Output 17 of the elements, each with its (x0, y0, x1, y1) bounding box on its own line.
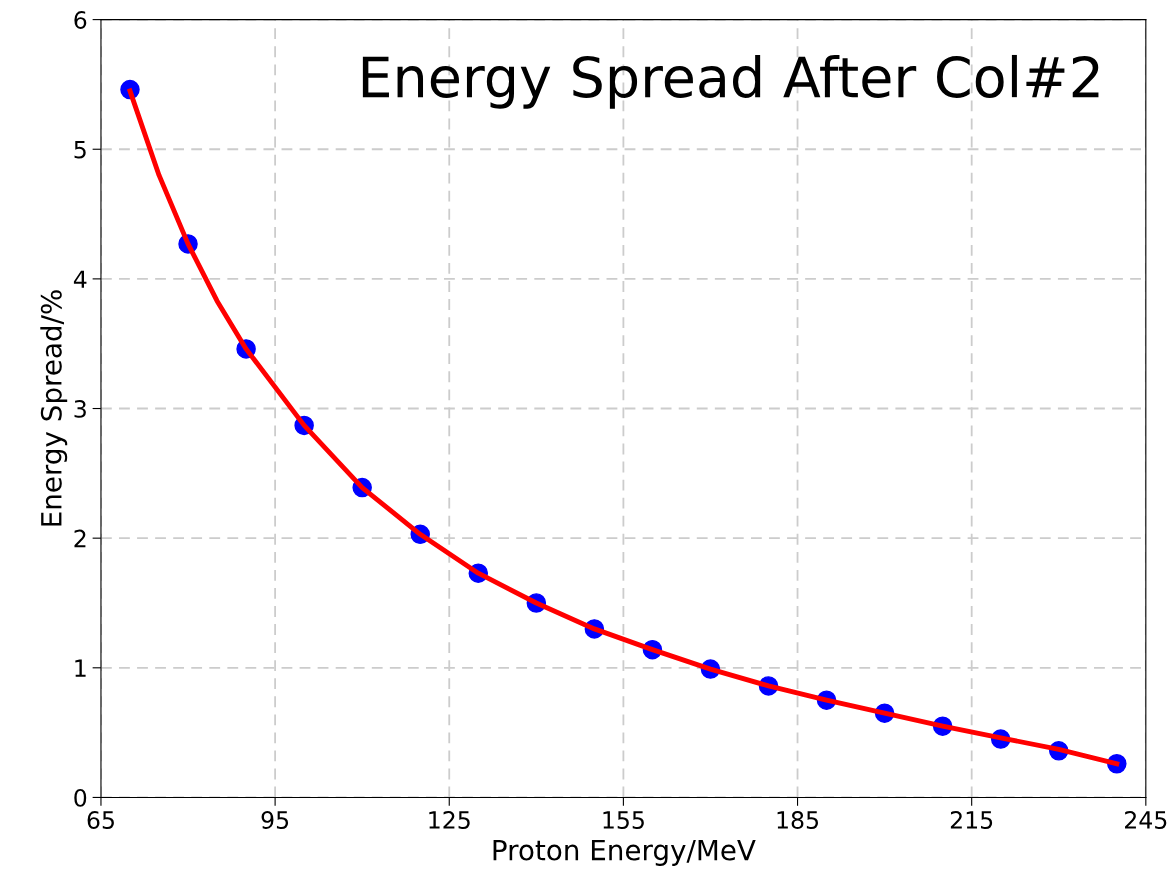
y-tick-label: 3 (74, 399, 86, 418)
y-tick-label: 4 (73, 270, 87, 288)
x-tick-label: 185 (777, 811, 819, 829)
x-tick-label: 215 (950, 811, 993, 829)
x-tick-label: 155 (603, 811, 644, 829)
y-axis-title: Energy Spread/% (40, 290, 68, 526)
y-tick-label: 2 (74, 529, 86, 548)
annotation: Energy Spread After Col#2 (362, 54, 1099, 109)
x-tick-label: 245 (1125, 811, 1167, 829)
x-tick-label: 125 (429, 811, 470, 829)
y-tick-label: 0 (74, 788, 87, 807)
x-tick-label: 65 (87, 811, 114, 829)
y-tick-label: 6 (74, 11, 87, 29)
x-axis-title: Proton Energy/MeV (493, 839, 756, 866)
y-tick-label: 1 (75, 659, 86, 677)
x-tick-label: 95 (261, 811, 289, 829)
y-tick-label: 5 (74, 141, 86, 159)
